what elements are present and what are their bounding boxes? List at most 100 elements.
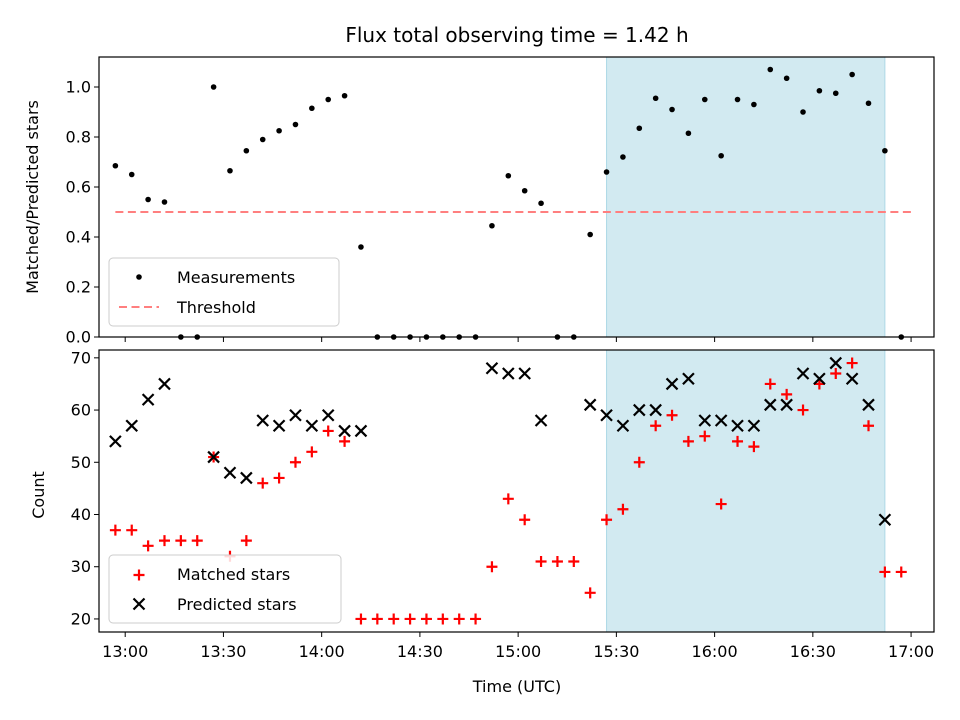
matched-star-point: [781, 388, 793, 400]
predicted-star-point: [583, 398, 597, 412]
predicted-star-point: [616, 419, 630, 432]
measurement-point: [603, 169, 610, 175]
bottom-y-tick-label: 50: [71, 453, 91, 472]
matched-star-point: [846, 357, 858, 369]
measurement-point: [210, 84, 217, 90]
matched-star-point: [732, 435, 744, 447]
measurement-point: [259, 136, 266, 143]
top-y-tick-label: 0.4: [66, 228, 91, 247]
measurement-point: [521, 187, 528, 194]
predicted-star-point: [240, 471, 253, 485]
matched-star-point: [682, 435, 694, 447]
matched-star-point: [404, 613, 416, 625]
legend-predicted-marker: [132, 597, 146, 611]
predicted-star-point: [141, 393, 155, 406]
measurement-point: [489, 222, 495, 229]
x-tick-label: 17:00: [888, 642, 934, 661]
predicted-star-point: [829, 356, 843, 370]
shaded-interval: [606, 349, 886, 633]
legend-measurements-label: Measurements: [177, 268, 295, 287]
predicted-star-point: [518, 367, 531, 380]
measurement-point: [358, 244, 364, 250]
measurement-point: [276, 127, 282, 134]
matched-star-point: [257, 477, 269, 489]
predicted-star-point: [305, 419, 319, 432]
x-tick-label: 16:30: [790, 642, 836, 661]
predicted-star-point: [289, 409, 302, 422]
matched-star-point: [453, 613, 465, 625]
measurement-point: [243, 147, 250, 154]
matched-star-point: [355, 613, 367, 625]
count-panel: Matched stars Predicted stars 13:00 13:30 1…: [29, 348, 935, 661]
matched-star-point: [191, 535, 203, 547]
predicted-star-point: [682, 372, 695, 385]
matched-star-point: [486, 561, 498, 573]
measurement-point: [701, 96, 708, 103]
predicted-star-point: [600, 409, 613, 422]
measurement-point: [832, 90, 839, 97]
matched-star-point: [175, 535, 187, 547]
measurement-point: [882, 147, 888, 154]
bottom-y-tick-label: 30: [71, 557, 91, 576]
predicted-star-point: [714, 414, 728, 427]
bottom-y-tick-label: 60: [71, 401, 91, 420]
matched-star-point: [502, 493, 514, 505]
top-y-tick-label: 0.0: [66, 328, 91, 347]
top-y-tick-label: 0.8: [66, 128, 91, 147]
predicted-star-point: [813, 372, 826, 385]
predicted-star-point: [731, 419, 744, 432]
shaded-interval: [606, 56, 886, 338]
measurement-point: [292, 121, 299, 128]
matched-star-point: [748, 441, 760, 453]
predicted-star-point: [256, 414, 270, 427]
measurement-point: [538, 200, 544, 207]
matched-star-point: [535, 556, 547, 567]
x-tick-label: 14:00: [299, 642, 345, 661]
top-ylabel: Matched/Predicted stars: [23, 100, 42, 294]
matched-star-point: [584, 587, 596, 599]
matched-star-point: [289, 456, 301, 468]
legend-matched-label: Matched stars: [177, 565, 290, 584]
ratio-panel: Measurements Threshold 0.0 0.2 0.4 0.6 0.8 1.0…: [23, 56, 935, 347]
predicted-star-point: [747, 419, 761, 432]
x-tick-label: 16:00: [692, 642, 738, 661]
matched-star-point: [470, 613, 482, 625]
measurement-point: [587, 231, 593, 238]
measurement-point: [145, 196, 151, 203]
matched-star-point: [863, 420, 875, 432]
x-axis-label: Time (UTC): [472, 677, 561, 696]
x-tick-label: 13:00: [102, 642, 148, 661]
matched-star-point: [322, 425, 334, 437]
x-tick-label: 14:30: [397, 642, 443, 661]
measurement-point: [865, 100, 872, 107]
predicted-star-point: [158, 377, 171, 391]
predicted-star-point: [780, 398, 793, 412]
matched-star-point: [699, 430, 711, 442]
matched-star-point: [617, 503, 629, 515]
measurement-point: [128, 171, 135, 178]
measurement-point: [341, 92, 348, 99]
matched-star-point: [551, 556, 563, 567]
matched-star-point: [715, 498, 727, 510]
matched-star-point: [142, 540, 154, 552]
predicted-star-point: [633, 403, 646, 417]
matched-star-point: [633, 456, 645, 468]
x-tick-label: 13:30: [200, 642, 246, 661]
predicted-star-point: [272, 419, 286, 432]
predicted-star-point: [354, 424, 368, 438]
matched-star-point: [273, 472, 285, 484]
measurement-point: [751, 101, 757, 108]
bottom-y-tick-label: 40: [71, 505, 91, 524]
chart-title: Flux total observing time = 1.42 h: [345, 23, 688, 47]
predicted-star-point: [649, 403, 662, 417]
measurement-point: [816, 87, 823, 94]
top-axes-frame: [98, 56, 935, 338]
matched-star-point: [306, 446, 318, 458]
predicted-star-point: [485, 362, 499, 375]
top-legend-box: [108, 257, 340, 327]
legend-measurements-marker: [136, 274, 142, 280]
predicted-star-point: [125, 419, 139, 432]
measurement-point: [800, 109, 806, 115]
matched-star-point: [126, 524, 138, 536]
